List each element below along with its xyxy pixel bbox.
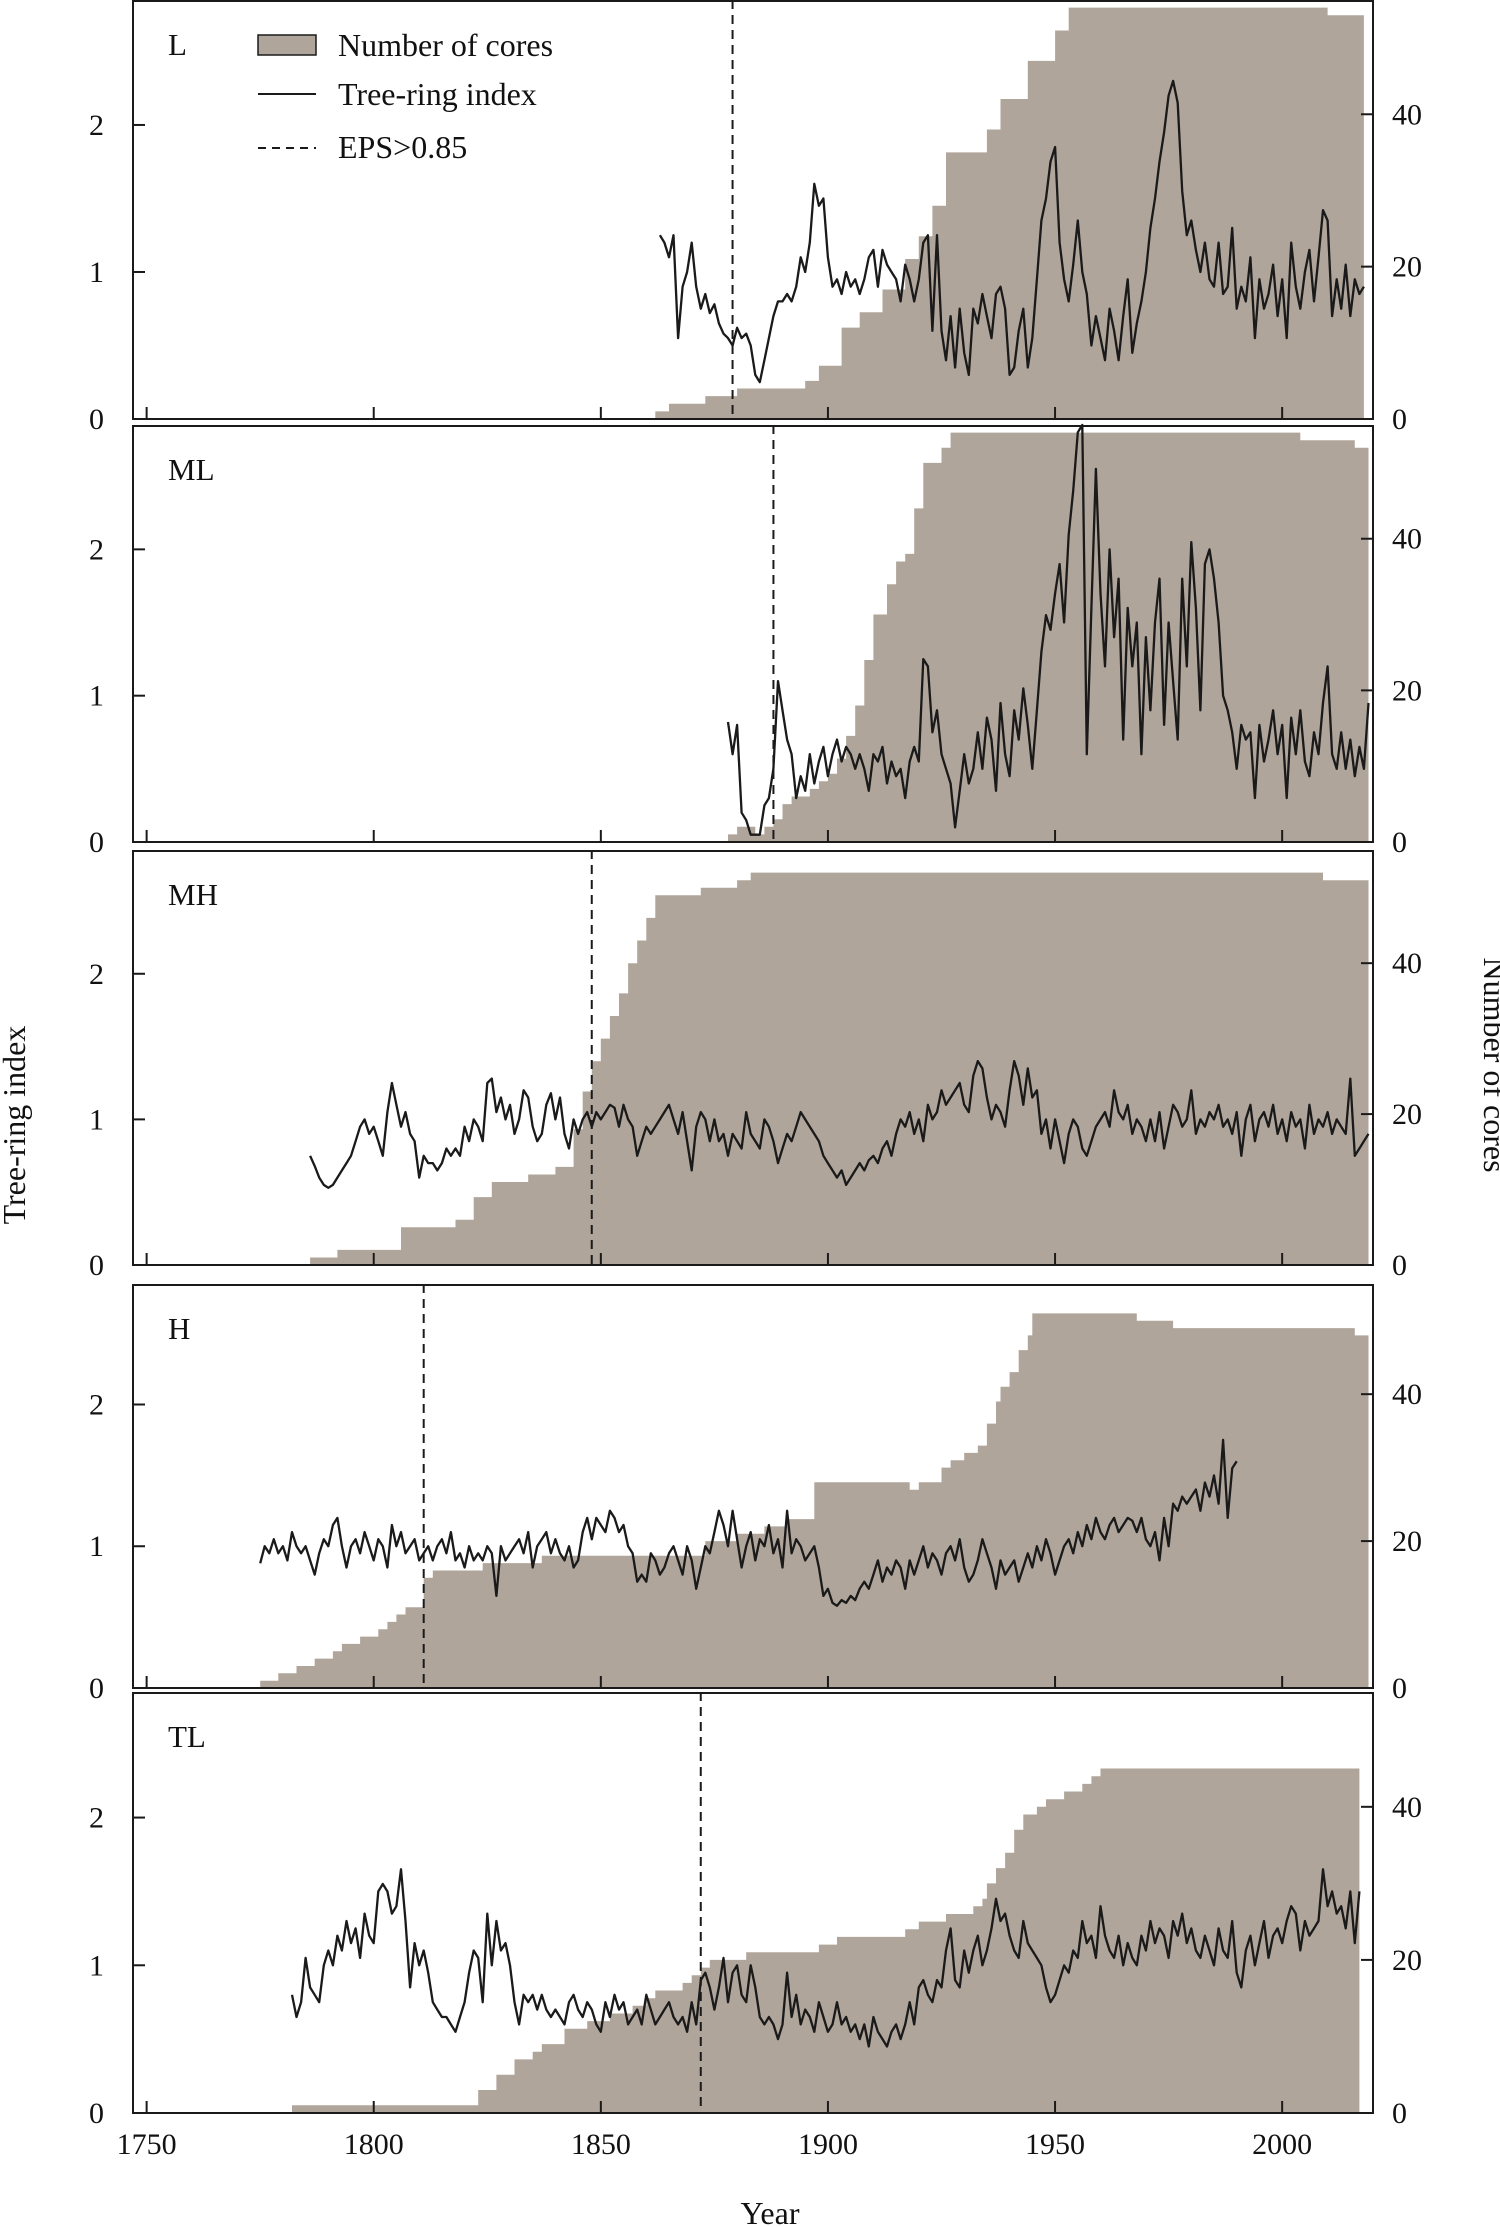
y-right-tick-label: 20 bbox=[1392, 251, 1422, 284]
x-tick-label: 1900 bbox=[798, 2128, 858, 2161]
legend-eps-label: EPS>0.85 bbox=[338, 129, 467, 165]
y-left-tick-label: 1 bbox=[89, 1949, 104, 1982]
legend-area-label: Number of cores bbox=[338, 27, 553, 63]
y-left-tick-label: 1 bbox=[89, 680, 104, 713]
y-left-tick-label: 2 bbox=[89, 1388, 104, 1421]
y-left-tick-label: 0 bbox=[89, 826, 104, 859]
y-right-tick-label: 20 bbox=[1392, 674, 1422, 707]
cores-area-l bbox=[655, 7, 1364, 419]
x-tick-label: 1800 bbox=[344, 2128, 404, 2161]
tree-ring-index-line-mh bbox=[309, 1059, 1370, 1189]
cores-area-ml bbox=[728, 432, 1369, 842]
y-left-tick-label: 0 bbox=[89, 1249, 104, 1282]
x-tick-label: 1750 bbox=[117, 2128, 177, 2161]
y-right-tick-label: 20 bbox=[1392, 1944, 1422, 1977]
y-left-tick-label: 1 bbox=[89, 1530, 104, 1563]
y-left-axis-label: Tree-ring index bbox=[0, 1026, 32, 1225]
y-right-tick-label: 40 bbox=[1392, 98, 1422, 131]
y-right-tick-label: 0 bbox=[1392, 2097, 1407, 2130]
y-right-tick-label: 40 bbox=[1392, 1791, 1422, 1824]
panel-label-l: L bbox=[168, 27, 187, 62]
cores-area-h bbox=[260, 1313, 1369, 1688]
x-tick-label: 1950 bbox=[1025, 2128, 1085, 2161]
panel-frame-h bbox=[132, 1284, 1374, 1689]
y-right-tick-label: 40 bbox=[1392, 1378, 1422, 1411]
panel-label-tl: TL bbox=[168, 1719, 206, 1754]
y-left-tick-label: 2 bbox=[89, 533, 104, 566]
y-right-axis-label: Number of cores bbox=[1477, 957, 1500, 1172]
y-right-tick-label: 20 bbox=[1392, 1098, 1422, 1131]
y-left-tick-label: 0 bbox=[89, 1672, 104, 1705]
panel-frame-l bbox=[132, 0, 1374, 420]
y-left-tick-label: 0 bbox=[89, 403, 104, 436]
panel-frame-ml bbox=[132, 425, 1374, 843]
legend: Number of cores Tree-ring index EPS>0.85 bbox=[257, 27, 553, 165]
panel-frame-mh bbox=[132, 850, 1374, 1266]
panel-frame-tl bbox=[132, 1692, 1374, 2114]
tree-ring-index-line-tl bbox=[290, 1868, 1361, 2048]
panel-label-ml: ML bbox=[168, 452, 215, 487]
panels-group: 01202040L01202040ML01202040MH01202040H01… bbox=[89, 0, 1422, 2161]
y-left-tick-label: 0 bbox=[89, 2097, 104, 2130]
x-axis-label: Year bbox=[741, 2195, 800, 2227]
y-right-tick-label: 40 bbox=[1392, 947, 1422, 980]
y-right-tick-label: 20 bbox=[1392, 1525, 1422, 1558]
y-left-tick-label: 2 bbox=[89, 958, 104, 991]
legend-line-label: Tree-ring index bbox=[338, 76, 537, 112]
cores-area-mh bbox=[310, 872, 1369, 1265]
y-right-tick-label: 0 bbox=[1392, 826, 1407, 859]
y-right-tick-label: 0 bbox=[1392, 403, 1407, 436]
y-right-tick-label: 0 bbox=[1392, 1672, 1407, 1705]
y-left-tick-label: 1 bbox=[89, 1103, 104, 1136]
tree-ring-index-line-l bbox=[658, 79, 1365, 384]
y-right-tick-label: 0 bbox=[1392, 1249, 1407, 1282]
y-left-tick-label: 2 bbox=[89, 1802, 104, 1835]
legend-area-swatch bbox=[257, 34, 317, 56]
tree-ring-index-line-ml bbox=[726, 423, 1370, 836]
panel-label-mh: MH bbox=[168, 877, 218, 912]
y-right-tick-label: 40 bbox=[1392, 523, 1422, 556]
y-left-tick-label: 2 bbox=[89, 109, 104, 142]
x-tick-label: 1850 bbox=[571, 2128, 631, 2161]
cores-area-tl bbox=[292, 1768, 1360, 2113]
x-tick-label: 2000 bbox=[1252, 2128, 1312, 2161]
y-left-tick-label: 1 bbox=[89, 256, 104, 289]
panel-label-h: H bbox=[168, 1311, 190, 1346]
